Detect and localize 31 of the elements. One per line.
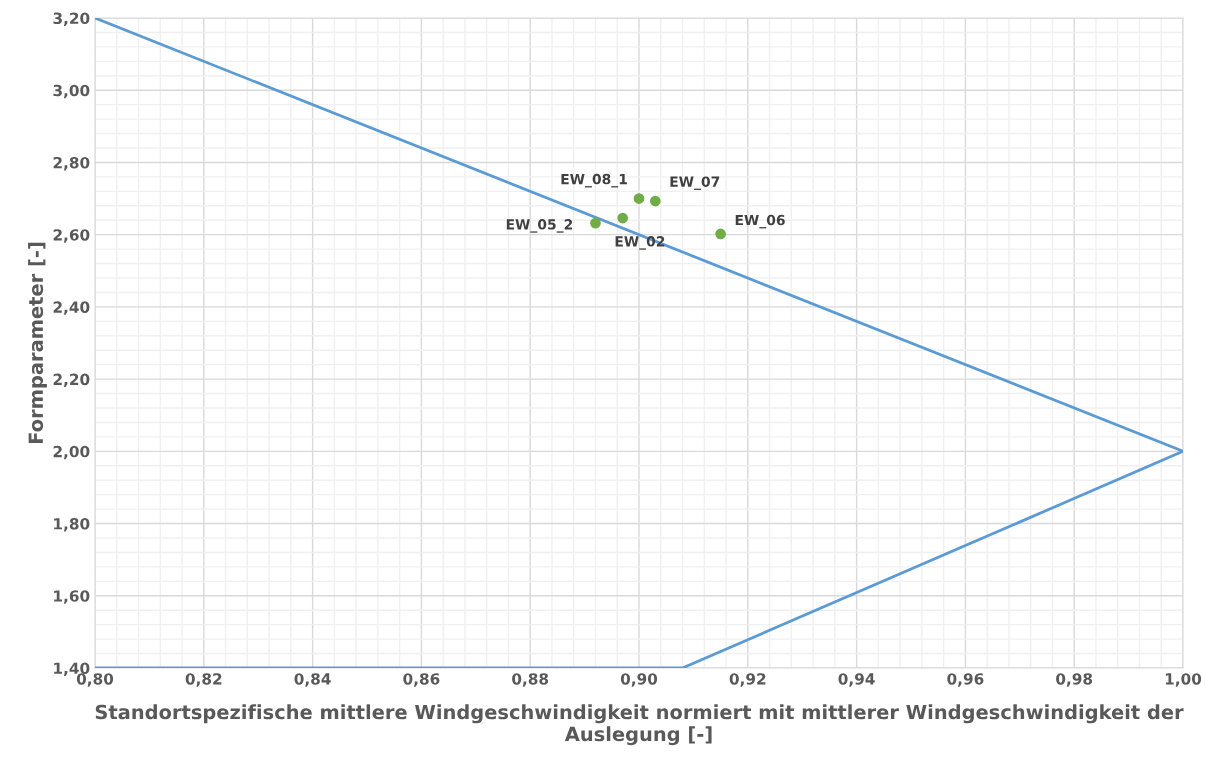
annotation: EW_08_1 [561, 173, 627, 188]
x-tick-label: 0,86 [403, 673, 440, 687]
x-tick-label: 0,90 [620, 673, 658, 687]
y-tick-label: 2,80 [53, 156, 90, 171]
y-tick-label: 2,20 [53, 373, 90, 388]
annotation: EW_02 [615, 236, 665, 250]
x-tick-label: 0,98 [1056, 673, 1093, 687]
point [715, 228, 726, 240]
annotation: EW_05_2 [506, 219, 573, 233]
point [590, 217, 601, 229]
y-tick-label: 3,00 [53, 84, 90, 99]
x-tick-label: 0,88 [512, 673, 549, 687]
x-tick-label: 1,00 [1165, 673, 1202, 687]
point [617, 212, 629, 224]
y-tick-label: 2,60 [53, 229, 90, 243]
x-tick-label: 0,96 [947, 673, 984, 687]
point [633, 193, 645, 204]
x-axis-title: Standortspezifische mittlere Windgeschwindigkeit normiert mit mittlerer Windgeschwindigkeit der Auslegung [-] [95, 704, 1184, 746]
x-tick-label: 0,82 [185, 673, 222, 687]
y-axis-title: Formparameter [-] [28, 242, 47, 444]
annotation: EW_06 [735, 214, 785, 229]
point [649, 195, 661, 207]
x-tick-label: 0,92 [729, 673, 766, 687]
x-tick-label: 0,84 [294, 673, 331, 687]
y-tick-label: 1,60 [54, 590, 90, 604]
x-tick-label: 0,94 [838, 673, 875, 687]
y-tick-label: 3,20 [53, 12, 90, 26]
y-tick-label: 2,00 [53, 445, 90, 460]
y-tick-label: 2,40 [53, 301, 90, 315]
y-tick-label: 1,80 [54, 518, 90, 532]
annotation: EW_07 [670, 176, 720, 190]
